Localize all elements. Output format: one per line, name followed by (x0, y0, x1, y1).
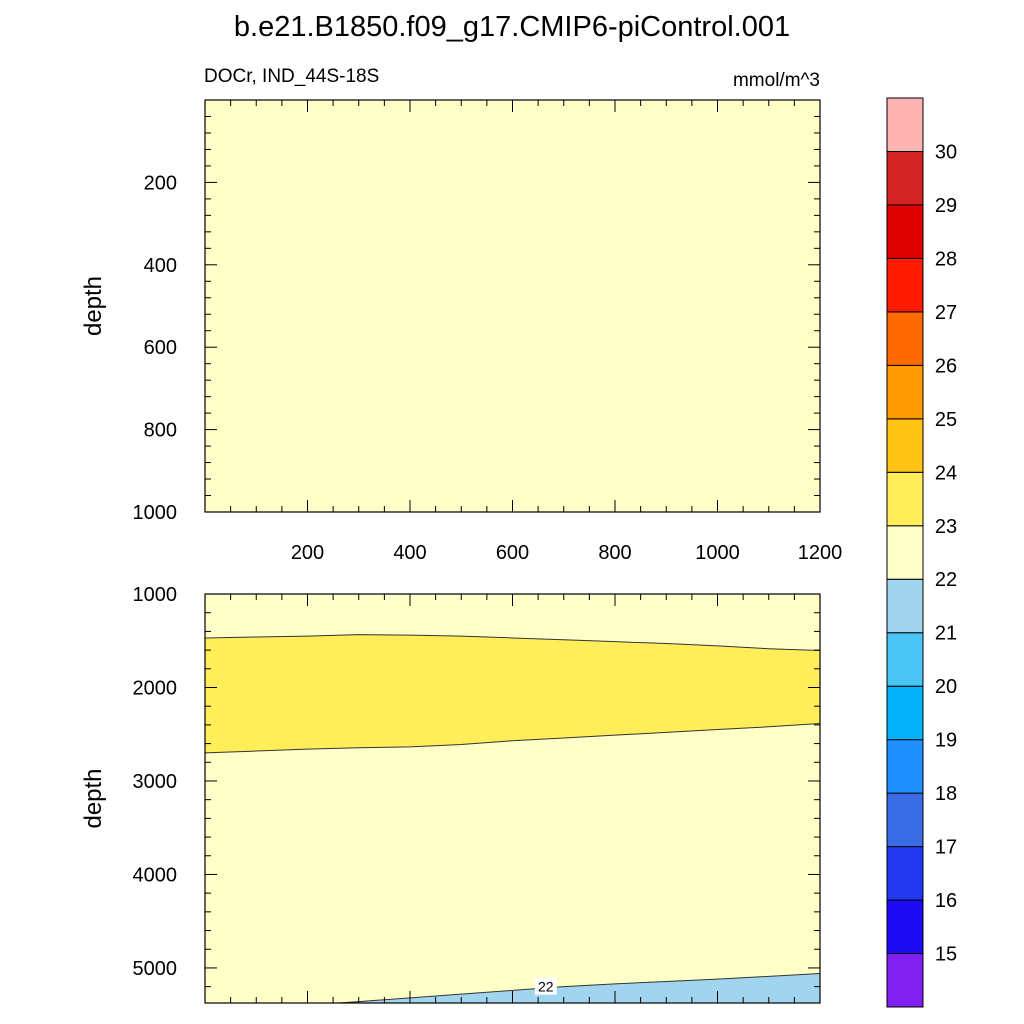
colorbar-swatch (886, 739, 924, 794)
contour-label-bg (534, 977, 557, 995)
colorbar-swatch (886, 97, 924, 152)
upper-y-axis-label: depth (80, 276, 107, 336)
upper-y-tick-label: 200 (144, 172, 177, 194)
colorbar-tick-label: 19 (935, 730, 957, 752)
colorbar-swatch (886, 578, 924, 634)
lower-contour-line (204, 722, 821, 754)
colorbar-swatch (886, 257, 924, 313)
colorbar-swatch (886, 364, 924, 420)
upper-x-tick-label: 200 (291, 542, 324, 564)
lower-panel: 22 1000 2000 3000 4000 5000 depth (80, 584, 821, 1004)
units-label: mmol/m^3 (733, 70, 820, 91)
colorbar-swatch (886, 846, 924, 901)
contour-label: 22 (538, 979, 554, 995)
upper-x-tick-label: 1000 (695, 542, 740, 564)
colorbar-swatch (886, 899, 924, 955)
colorbar-swatch (886, 418, 924, 473)
variable-label: DOCr, IND_44S-18S (204, 66, 379, 87)
lower-y-tick-label: 3000 (133, 771, 178, 793)
colorbar-tick-label: 28 (935, 248, 957, 270)
colorbar-tick-label: 30 (935, 141, 957, 163)
colorbar-swatch (886, 150, 924, 206)
colorbar-tick-label: 21 (935, 623, 957, 645)
colorbar-tick-label: 18 (935, 783, 957, 805)
lower-region-23-24 (205, 634, 820, 753)
upper-x-tick-label: 1200 (798, 542, 843, 564)
lower-y-axis-label: depth (80, 768, 107, 828)
colorbar-swatch (886, 632, 924, 687)
colorbar-tick-label: 27 (935, 302, 957, 324)
colorbar-swatch (886, 525, 924, 580)
upper-panel: 200 400 600 800 1000 1200 200 400 600 800 1000 dept… (80, 99, 843, 564)
upper-y-tick-label: 400 (144, 255, 177, 277)
chart-title: b.e21.B1850.f09_g17.CMIP6-piControl.001 (234, 11, 790, 43)
colorbar-tick-label: 15 (935, 944, 957, 966)
colorbar-swatch (886, 685, 924, 741)
upper-x-tick-label: 600 (496, 542, 529, 564)
colorbar-tick-label: 23 (935, 516, 957, 538)
lower-y-tick-label: 4000 (133, 864, 178, 886)
colorbar-tick-label: 20 (935, 676, 957, 698)
upper-y-tick-label: 800 (144, 420, 177, 442)
colorbar-tick-label: 26 (935, 355, 957, 377)
upper-x-tick-label: 800 (598, 542, 631, 564)
colorbar-swatch (886, 953, 924, 1008)
lower-contour-line (338, 973, 821, 1004)
lower-y-tick-label: 5000 (133, 958, 178, 980)
colorbar-swatch (886, 204, 924, 259)
lower-region-21-22 (338, 973, 820, 1003)
colorbar-tick-label: 25 (935, 409, 957, 431)
colorbar-tick-label: 24 (935, 462, 957, 484)
upper-y-tick-label: 1000 (133, 502, 178, 524)
colorbar-tick-label: 16 (935, 890, 957, 912)
colorbar-swatch (886, 471, 924, 527)
colorbar: 15 16 17 18 19 20 21 22 23 24 25 26 27 28 29 30 (886, 97, 957, 1008)
colorbar-swatch (886, 792, 924, 848)
lower-y-tick-label: 2000 (133, 677, 178, 699)
colorbar-tick-label: 22 (935, 569, 957, 591)
lower-contour-line (204, 634, 821, 652)
upper-y-tick-label: 600 (144, 337, 177, 359)
colorbar-swatch (886, 311, 924, 366)
upper-background-fill (205, 100, 820, 512)
colorbar-tick-label: 17 (935, 837, 957, 859)
upper-x-tick-label: 400 (393, 542, 426, 564)
colorbar-tick-label: 29 (935, 195, 957, 217)
lower-y-tick-label: 1000 (133, 584, 178, 606)
